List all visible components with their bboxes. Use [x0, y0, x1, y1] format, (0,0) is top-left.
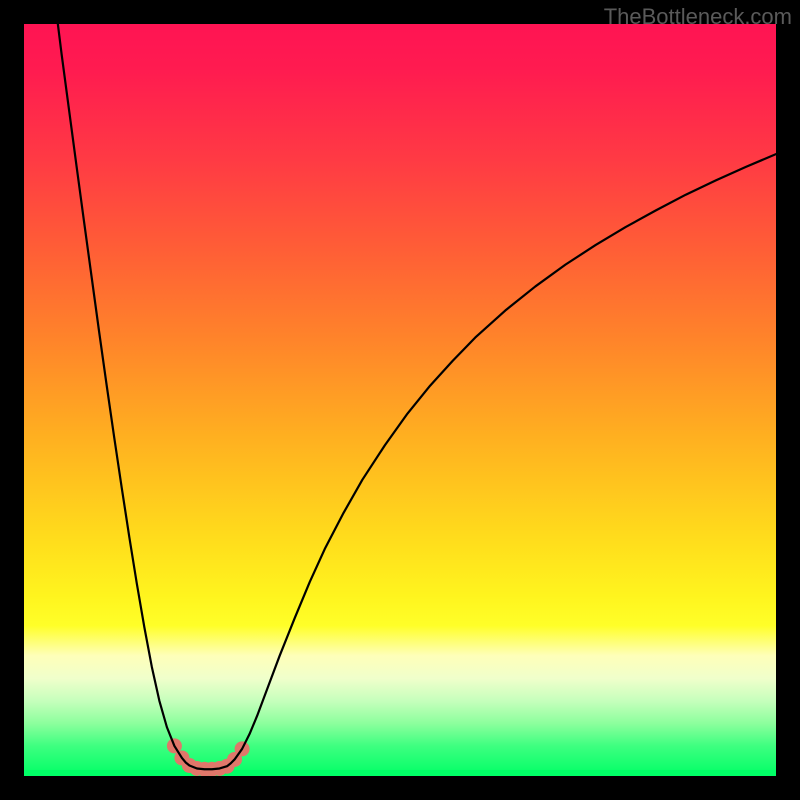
watermark: TheBottleneck.com	[604, 4, 792, 30]
bottleneck-chart	[24, 24, 776, 776]
chart-green-baseline	[24, 770, 776, 776]
chart-background	[24, 24, 776, 776]
